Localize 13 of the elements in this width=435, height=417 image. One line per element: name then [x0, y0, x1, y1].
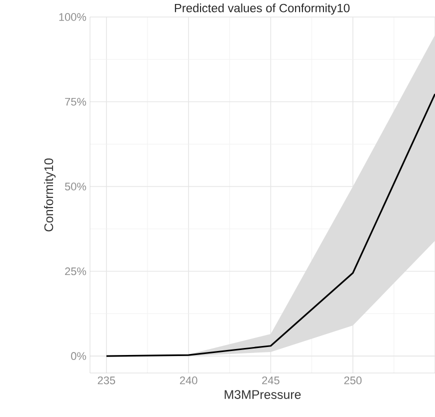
y-tick-label: 75%	[65, 98, 86, 106]
y-tick-label: 0%	[71, 352, 86, 360]
chart-title: Predicted values of Conformity10	[174, 4, 350, 15]
x-tick-label: 240	[180, 376, 198, 384]
x-tick-label: 235	[98, 376, 116, 384]
line-series	[106, 93, 435, 357]
x-tick-label: 250	[344, 376, 362, 384]
x-axis-title: M3MPressure	[224, 390, 301, 399]
y-tick-label: 50%	[64, 182, 86, 190]
y-tick-label: 25%	[65, 267, 86, 276]
x-tick-label: 245	[262, 376, 280, 384]
y-axis-title: Conformity10	[44, 158, 56, 232]
y-tick-label: 100%	[59, 13, 86, 21]
